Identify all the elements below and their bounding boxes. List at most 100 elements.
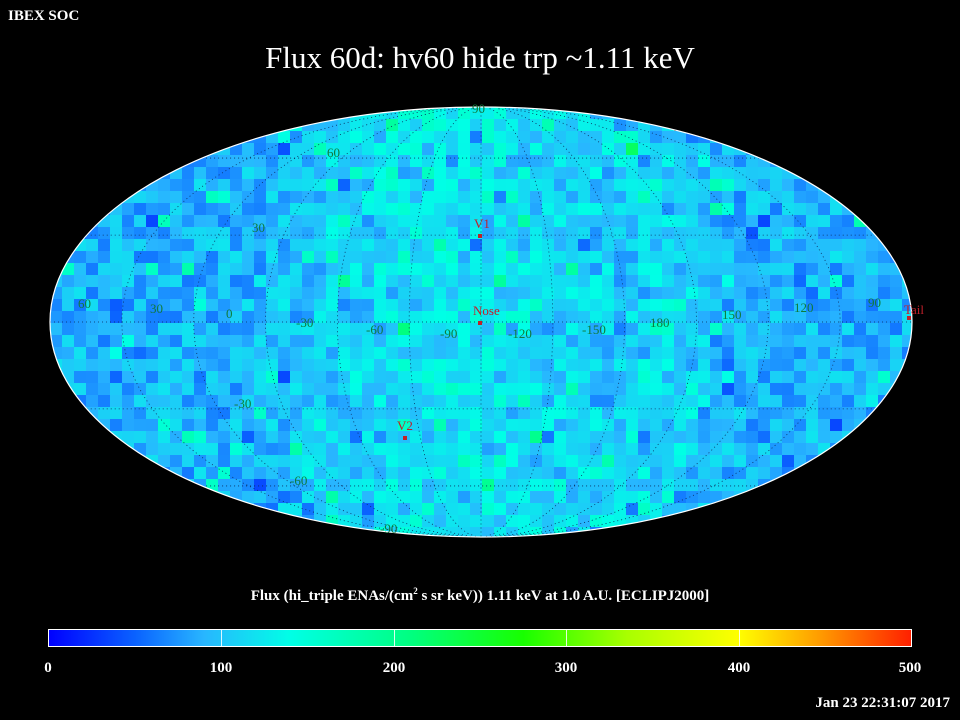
- flux-pixel: [854, 323, 867, 336]
- flux-pixel: [650, 203, 663, 216]
- flux-pixel: [542, 383, 555, 396]
- flux-pixel: [314, 251, 327, 264]
- flux-pixel: [758, 467, 771, 480]
- flux-pixel: [422, 299, 435, 312]
- flux-pixel: [434, 323, 447, 336]
- flux-pixel: [338, 407, 351, 420]
- flux-pixel: [710, 299, 723, 312]
- flux-pixel: [566, 503, 579, 516]
- flux-pixel: [842, 287, 855, 300]
- flux-pixel: [686, 191, 699, 204]
- flux-pixel: [338, 431, 351, 444]
- flux-pixel: [482, 395, 495, 408]
- flux-pixel: [86, 395, 99, 408]
- flux-pixel: [182, 323, 195, 336]
- flux-pixel: [590, 203, 603, 216]
- flux-pixel: [278, 443, 291, 456]
- flux-pixel: [590, 359, 603, 372]
- flux-pixel: [410, 371, 423, 384]
- flux-pixel: [362, 203, 375, 216]
- flux-pixel: [494, 275, 507, 288]
- flux-pixel: [158, 371, 171, 384]
- flux-pixel: [218, 287, 231, 300]
- flux-pixel: [794, 275, 807, 288]
- flux-pixel: [218, 443, 231, 456]
- flux-pixel: [302, 227, 315, 240]
- flux-pixel: [722, 347, 735, 360]
- flux-pixel: [362, 155, 375, 168]
- flux-pixel: [326, 191, 339, 204]
- flux-pixel: [110, 371, 123, 384]
- flux-pixel: [674, 335, 687, 348]
- flux-pixel: [734, 395, 747, 408]
- flux-pixel: [674, 407, 687, 420]
- flux-pixel: [554, 395, 567, 408]
- flux-pixel: [362, 179, 375, 192]
- flux-pixel: [530, 515, 543, 528]
- flux-pixel: [614, 347, 627, 360]
- flux-pixel: [734, 167, 747, 180]
- flux-pixel: [806, 311, 819, 324]
- flux-pixel: [182, 239, 195, 252]
- flux-pixel: [434, 443, 447, 456]
- flux-pixel: [434, 527, 447, 537]
- flux-pixel: [602, 479, 615, 492]
- flux-pixel: [626, 239, 639, 252]
- flux-pixel: [518, 251, 531, 264]
- flux-pixel: [458, 407, 471, 420]
- flux-pixel: [122, 287, 135, 300]
- colorbar: [48, 629, 912, 647]
- flux-pixel: [386, 383, 399, 396]
- flux-pixel: [590, 167, 603, 180]
- colorbar-tick-100: 100: [209, 660, 233, 676]
- flux-pixel: [518, 203, 531, 216]
- flux-pixel: [338, 455, 351, 468]
- flux-pixel: [158, 263, 171, 276]
- flux-pixel: [290, 419, 303, 432]
- flux-pixel: [122, 347, 135, 360]
- flux-pixel: [410, 359, 423, 372]
- flux-pixel: [86, 371, 99, 384]
- flux-pixel: [782, 251, 795, 264]
- flux-pixel: [638, 503, 651, 516]
- flux-pixel: [362, 251, 375, 264]
- flux-pixel: [194, 467, 207, 480]
- flux-pixel: [554, 155, 567, 168]
- flux-pixel: [326, 383, 339, 396]
- flux-pixel: [266, 251, 279, 264]
- flux-pixel: [854, 299, 867, 312]
- flux-pixel: [290, 263, 303, 276]
- flux-pixel: [218, 431, 231, 444]
- flux-pixel: [674, 467, 687, 480]
- flux-pixel: [410, 311, 423, 324]
- flux-pixel: [542, 155, 555, 168]
- flux-pixel: [446, 131, 459, 144]
- flux-pixel: [326, 467, 339, 480]
- flux-pixel: [398, 191, 411, 204]
- flux-pixel: [278, 275, 291, 288]
- flux-pixel: [278, 335, 291, 348]
- flux-pixel: [734, 335, 747, 348]
- flux-pixel: [362, 431, 375, 444]
- flux-pixel: [50, 323, 63, 336]
- flux-pixel: [158, 419, 171, 432]
- flux-pixel: [134, 275, 147, 288]
- flux-pixel: [230, 335, 243, 348]
- flux-pixel: [842, 239, 855, 252]
- flux-pixel: [386, 215, 399, 228]
- flux-pixel: [326, 143, 339, 156]
- flux-pixel: [62, 347, 75, 360]
- flux-pixel: [122, 407, 135, 420]
- flux-pixel: [374, 203, 387, 216]
- flux-pixel: [446, 503, 459, 516]
- flux-pixel: [242, 431, 255, 444]
- flux-pixel: [566, 191, 579, 204]
- flux-pixel: [758, 227, 771, 240]
- flux-pixel: [542, 179, 555, 192]
- flux-pixel: [458, 191, 471, 204]
- flux-pixel: [518, 107, 531, 120]
- flux-pixel: [650, 311, 663, 324]
- flux-pixel: [398, 479, 411, 492]
- flux-pixel: [506, 515, 519, 528]
- flux-pixel: [314, 143, 327, 156]
